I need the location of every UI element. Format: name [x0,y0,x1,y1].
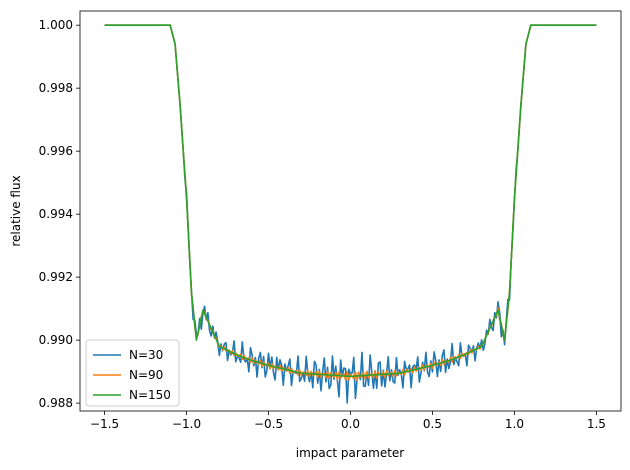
x-tick-label: 0.0 [341,417,360,431]
legend-label-n90: N=90 [129,368,163,382]
y-tick-label: 0.996 [39,144,73,158]
y-tick-label: 0.992 [39,270,73,284]
y-tick-label: 1.000 [39,18,73,32]
x-tick-label: −1.0 [172,417,201,431]
plot-area [104,24,597,404]
y-tick-label: 0.994 [39,207,73,221]
x-tick-label: 1.0 [505,417,524,431]
y-tick-label: 0.988 [39,396,73,410]
legend: N=30 N=90 N=150 [85,339,180,407]
y-tick-label: 0.990 [39,333,73,347]
x-tick-label: −0.5 [254,417,283,431]
y-axis: 0.988 0.990 0.992 0.994 0.996 0.998 1.000 [39,18,80,410]
x-tick-label: 1.5 [587,417,606,431]
y-axis-label: relative flux [9,175,23,246]
legend-label-n30: N=30 [129,348,163,362]
y-tick-label: 0.998 [39,81,73,95]
line-series-n150 [104,24,597,378]
legend-label-n150: N=150 [129,388,171,402]
x-tick-label: −1.5 [90,417,119,431]
x-tick-label: 0.5 [423,417,442,431]
x-axis-label: impact parameter [296,446,405,460]
x-axis: −1.5 −1.0 −0.5 0.0 0.5 1.0 1.5 [90,411,606,431]
legend-box [85,339,180,407]
